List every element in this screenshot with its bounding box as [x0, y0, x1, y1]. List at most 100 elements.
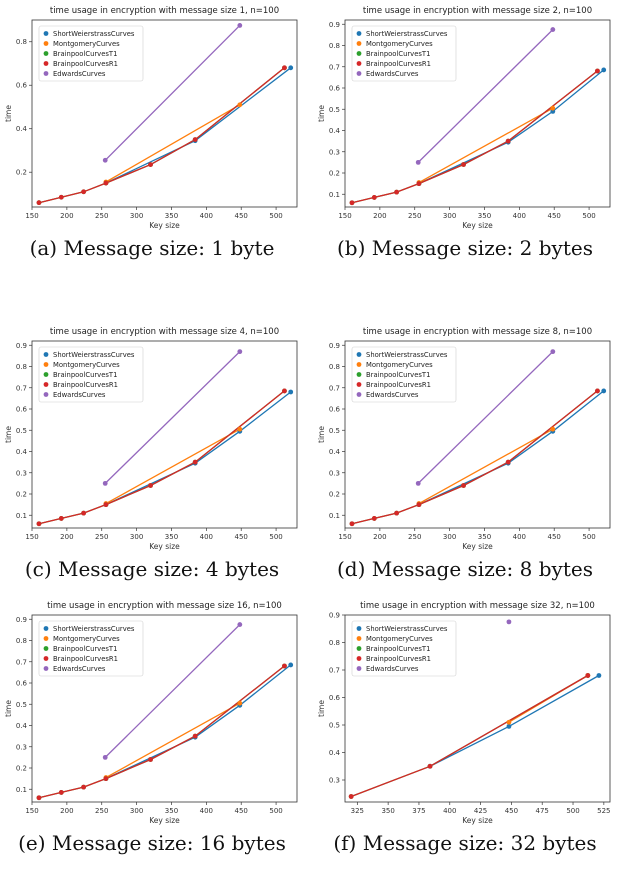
x-tick-label: 450	[235, 212, 248, 220]
data-point-edwardscurves	[102, 754, 108, 760]
x-axis-label: Key size	[149, 542, 180, 551]
legend-label-brainpoolcurvesr1: BrainpoolCurvesR1	[53, 655, 118, 663]
caption-b: (b) Message size: 2 bytes	[337, 236, 593, 260]
series-line-brainpoolcurvesr1	[351, 390, 598, 525]
series-line-brainpoolcurvest1	[351, 390, 598, 525]
y-tick-label: 0.1	[329, 512, 340, 520]
y-tick-label: 0.1	[16, 512, 27, 520]
y-tick-label: 0.7	[329, 667, 340, 675]
series-line-edwardscurves	[104, 351, 241, 484]
y-tick-label: 0.7	[16, 658, 27, 666]
data-point-brainpoolcurvesr1	[192, 137, 198, 142]
legend-label-brainpoolcurvest1: BrainpoolCurvesT1	[366, 50, 430, 58]
data-point-brainpoolcurvesr1	[81, 189, 87, 195]
x-tick-label: 250	[95, 212, 108, 220]
y-tick-label: 0.5	[329, 722, 340, 730]
y-tick-label: 0.1	[329, 191, 340, 199]
legend-marker-shortweierstrasscurves	[356, 626, 362, 631]
y-tick-label: 0.3	[329, 777, 340, 785]
data-point-shortweierstrasscurves	[601, 388, 607, 394]
data-point-brainpoolcurvesr1	[461, 483, 466, 488]
x-axis-label: Key size	[462, 542, 493, 551]
data-point-brainpoolcurvesr1	[58, 194, 64, 200]
data-point-brainpoolcurvesr1	[595, 68, 600, 74]
legend-label-brainpoolcurvest1: BrainpoolCurvesT1	[53, 645, 117, 653]
legend-marker-edwardscurves	[43, 392, 49, 397]
plot-frame	[344, 340, 611, 529]
y-tick-label: 0.5	[329, 427, 340, 435]
y-axis-label: time	[4, 426, 13, 443]
y-tick-label: 0.6	[329, 406, 341, 414]
x-axis-label: Key size	[149, 221, 180, 230]
x-tick-label: 425	[474, 807, 487, 815]
y-tick-label: 0.6	[329, 694, 341, 702]
y-tick-label: 0.9	[16, 616, 27, 624]
x-tick-label: 250	[408, 212, 421, 220]
legend-box	[38, 620, 144, 677]
data-point-brainpoolcurvesr1	[81, 784, 87, 790]
data-point-brainpoolcurvesr1	[58, 516, 64, 521]
caption-c: (c) Message size: 4 bytes	[24, 557, 280, 581]
y-tick-label: 0.4	[329, 127, 341, 135]
x-tick-label: 400	[443, 807, 456, 815]
legend-marker-edwardscurves	[356, 666, 362, 671]
legend-marker-shortweierstrasscurves	[43, 626, 49, 631]
data-point-brainpoolcurvesr1	[58, 790, 64, 795]
series-line-brainpoolcurvesr1	[351, 70, 598, 204]
x-tick-label: 500	[269, 533, 282, 541]
plot-frame	[31, 19, 298, 208]
y-tick-label: 0.6	[16, 406, 28, 414]
x-tick-label: 400	[513, 533, 526, 541]
x-tick-label: 400	[513, 212, 526, 220]
legend-box	[351, 346, 457, 403]
data-point-brainpoolcurvesr1	[282, 65, 287, 71]
x-axis-label: Key size	[462, 221, 493, 230]
chart-message-size-16: time usage in encryption with message si…	[4, 601, 298, 825]
legend-marker-montgomerycurves	[43, 41, 49, 46]
y-axis-label: time	[4, 105, 13, 122]
data-point-brainpoolcurvesr1	[371, 195, 377, 200]
data-point-montgomerycurves	[550, 105, 556, 111]
y-tick-label: 0.2	[16, 765, 27, 773]
legend-box	[351, 25, 457, 82]
subfigure-e: time usage in encryption with message si…	[2, 597, 302, 884]
legend-label-edwardscurves: EdwardsCurves	[366, 70, 419, 78]
y-tick-label: 0.8	[329, 363, 340, 371]
data-point-montgomerycurves	[237, 426, 243, 432]
y-tick-label: 0.9	[16, 342, 27, 350]
series-line-brainpoolcurvest1	[38, 67, 285, 204]
legend-marker-edwardscurves	[356, 392, 362, 397]
series-line-brainpoolcurvest1	[38, 665, 285, 799]
plot-frame	[31, 614, 298, 803]
caption-a: (a) Message size: 1 byte	[29, 236, 275, 260]
y-tick-label: 0.4	[329, 448, 341, 456]
data-point-montgomerycurves	[237, 700, 243, 706]
x-tick-label: 475	[536, 807, 549, 815]
legend-marker-shortweierstrasscurves	[43, 352, 49, 357]
data-point-brainpoolcurvesr1	[36, 521, 42, 527]
y-tick-label: 0.8	[329, 639, 340, 647]
x-tick-label: 150	[338, 533, 351, 541]
legend-label-brainpoolcurvest1: BrainpoolCurvesT1	[53, 50, 117, 58]
y-tick-label: 0.4	[16, 722, 28, 730]
series-line-brainpoolcurvesr1	[38, 67, 285, 204]
y-axis-label: time	[317, 105, 326, 122]
legend-marker-brainpoolcurvest1	[43, 646, 49, 651]
y-tick-label: 0.5	[16, 701, 27, 709]
x-tick-label: 500	[566, 807, 579, 815]
legend-label-montgomerycurves: MontgomeryCurves	[53, 635, 120, 643]
y-tick-label: 0.3	[16, 743, 27, 751]
y-tick-label: 0.8	[16, 363, 27, 371]
legend-label-montgomerycurves: MontgomeryCurves	[366, 635, 433, 643]
data-point-brainpoolcurvesr1	[282, 388, 287, 394]
chart-title: time usage in encryption with message si…	[363, 327, 592, 337]
data-point-brainpoolcurvesr1	[416, 181, 422, 187]
data-point-brainpoolcurvesr1	[394, 189, 400, 195]
y-tick-label: 0.2	[16, 169, 27, 177]
legend-marker-brainpoolcurvesr1	[356, 656, 362, 661]
legend-label-shortweierstrasscurves: ShortWeierstrassCurves	[53, 625, 135, 633]
x-tick-label: 150	[338, 212, 351, 220]
y-axis-label: time	[317, 426, 326, 443]
x-tick-label: 450	[505, 807, 518, 815]
series-line-edwardscurves	[104, 624, 241, 758]
